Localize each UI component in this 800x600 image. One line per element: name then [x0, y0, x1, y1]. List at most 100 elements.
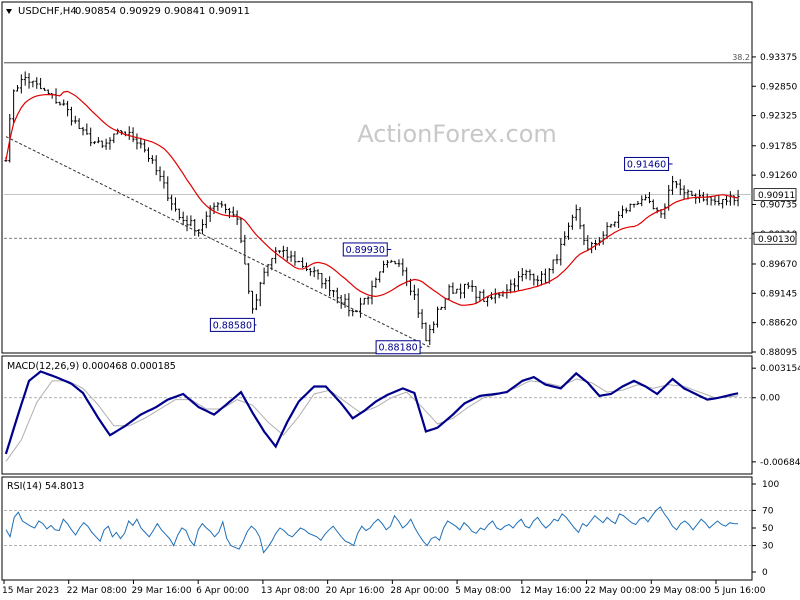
price-tick-label: 0.93375 — [760, 53, 797, 63]
price-bar — [358, 297, 362, 318]
price-bar — [628, 203, 632, 212]
x-tick-label: 22 May 00:00 — [585, 586, 647, 596]
price-tick-label: 0.92850 — [760, 82, 797, 92]
price-bar — [347, 293, 351, 317]
price-bar — [285, 246, 289, 262]
price-bar — [516, 271, 520, 291]
price-bar — [19, 74, 23, 94]
price-bar — [281, 245, 285, 258]
price-bar — [27, 73, 31, 89]
price-bar — [694, 193, 698, 204]
price-tick-label: 0.88620 — [760, 319, 797, 329]
rsi-panel: RSI(14) 54.8013 100 70 50 30 0 — [1, 476, 779, 581]
price-bar — [73, 115, 77, 124]
price-bar — [725, 196, 729, 206]
price-bar — [173, 197, 177, 212]
price-bar — [216, 202, 220, 211]
price-bar — [436, 306, 440, 328]
price-bar — [640, 195, 644, 207]
rsi-tick-label: 0 — [762, 568, 768, 578]
price-bar — [112, 133, 116, 144]
price-bar — [663, 203, 667, 219]
price-tick-label: 0.88095 — [760, 348, 797, 358]
annotation-box — [624, 156, 670, 171]
price-bar — [370, 280, 374, 305]
price-bar — [651, 199, 655, 210]
fib-level-label: 38.2 — [732, 53, 750, 62]
price-bar — [432, 321, 436, 334]
price-bar — [143, 140, 147, 153]
price-bar — [42, 87, 46, 91]
price-bar — [420, 309, 424, 329]
price-bar — [100, 140, 104, 148]
price-bar — [570, 214, 574, 230]
price-bar — [262, 267, 266, 285]
price-bar — [339, 294, 343, 309]
price-bar — [389, 259, 393, 263]
price-bar — [289, 250, 293, 262]
price-bar — [15, 85, 19, 92]
price-bar — [451, 282, 455, 294]
price-bar — [609, 223, 613, 228]
rsi-tick-label: 50 — [762, 524, 774, 534]
price-bar — [331, 289, 335, 298]
price-bar — [135, 133, 139, 150]
price-header-symbol: USDCHF,H4 — [18, 6, 77, 17]
macd-lines — [4, 370, 739, 462]
price-bar — [170, 194, 174, 211]
price-bar — [424, 322, 428, 342]
price-bar — [197, 229, 201, 237]
price-bar — [513, 278, 517, 292]
price-bar — [721, 198, 725, 209]
price-bar — [324, 277, 328, 289]
price-bar — [509, 279, 513, 294]
macd-tick-label: 0.003154 — [760, 364, 800, 374]
price-bar — [478, 290, 482, 302]
time-x-axis: 15 Mar 2023 22 Mar 08:00 29 Mar 16:00 6 Apr… — [2, 580, 766, 596]
price-bar — [647, 191, 651, 204]
price-bar — [698, 189, 702, 203]
price-bar — [154, 155, 158, 176]
price-bar — [532, 273, 536, 286]
price-bar — [139, 137, 143, 149]
price-bar — [459, 283, 463, 299]
annotation-label: 0.88580 — [213, 320, 252, 331]
rsi-tick-label: 30 — [762, 542, 774, 552]
moving-average — [5, 90, 739, 306]
annotation-label: 0.88180 — [378, 343, 417, 354]
price-bar — [46, 89, 50, 95]
price-bar — [374, 277, 378, 288]
price-tick-label: 0.89670 — [760, 260, 797, 270]
price-bar — [239, 218, 243, 244]
price-bar — [620, 205, 624, 219]
price-bar — [486, 296, 490, 307]
price-bar — [674, 180, 678, 189]
price-bar — [104, 138, 108, 150]
price-bar — [462, 283, 466, 299]
price-bar — [62, 99, 66, 106]
x-tick-label: 13 Apr 08:00 — [261, 586, 320, 596]
annotation-label: 0.91460 — [627, 159, 666, 170]
price-bar — [439, 306, 443, 310]
price-bar — [274, 247, 278, 264]
price-annotations: 0.88580 0.89930 0.88180 0.91460 — [209, 156, 673, 355]
price-bar — [382, 260, 386, 273]
price-bar — [85, 123, 89, 135]
x-tick-label: 15 Mar 2023 — [2, 586, 59, 596]
price-bar — [717, 195, 721, 206]
price-bar — [397, 259, 401, 268]
price-bar — [312, 266, 316, 278]
price-bar — [247, 263, 251, 294]
price-bar — [644, 194, 648, 201]
collapse-triangle-icon[interactable] — [6, 9, 12, 14]
price-bar — [563, 231, 567, 246]
price-bar — [416, 288, 420, 318]
price-bar — [181, 211, 185, 226]
x-tick-label: 5 May 08:00 — [455, 586, 511, 596]
price-bar — [489, 292, 493, 300]
annotation-label: 0.89930 — [346, 245, 385, 256]
price-bar — [474, 285, 478, 304]
price-bar — [624, 207, 628, 214]
price-bar — [428, 324, 432, 345]
price-annotation: 0.88580 — [209, 317, 257, 332]
